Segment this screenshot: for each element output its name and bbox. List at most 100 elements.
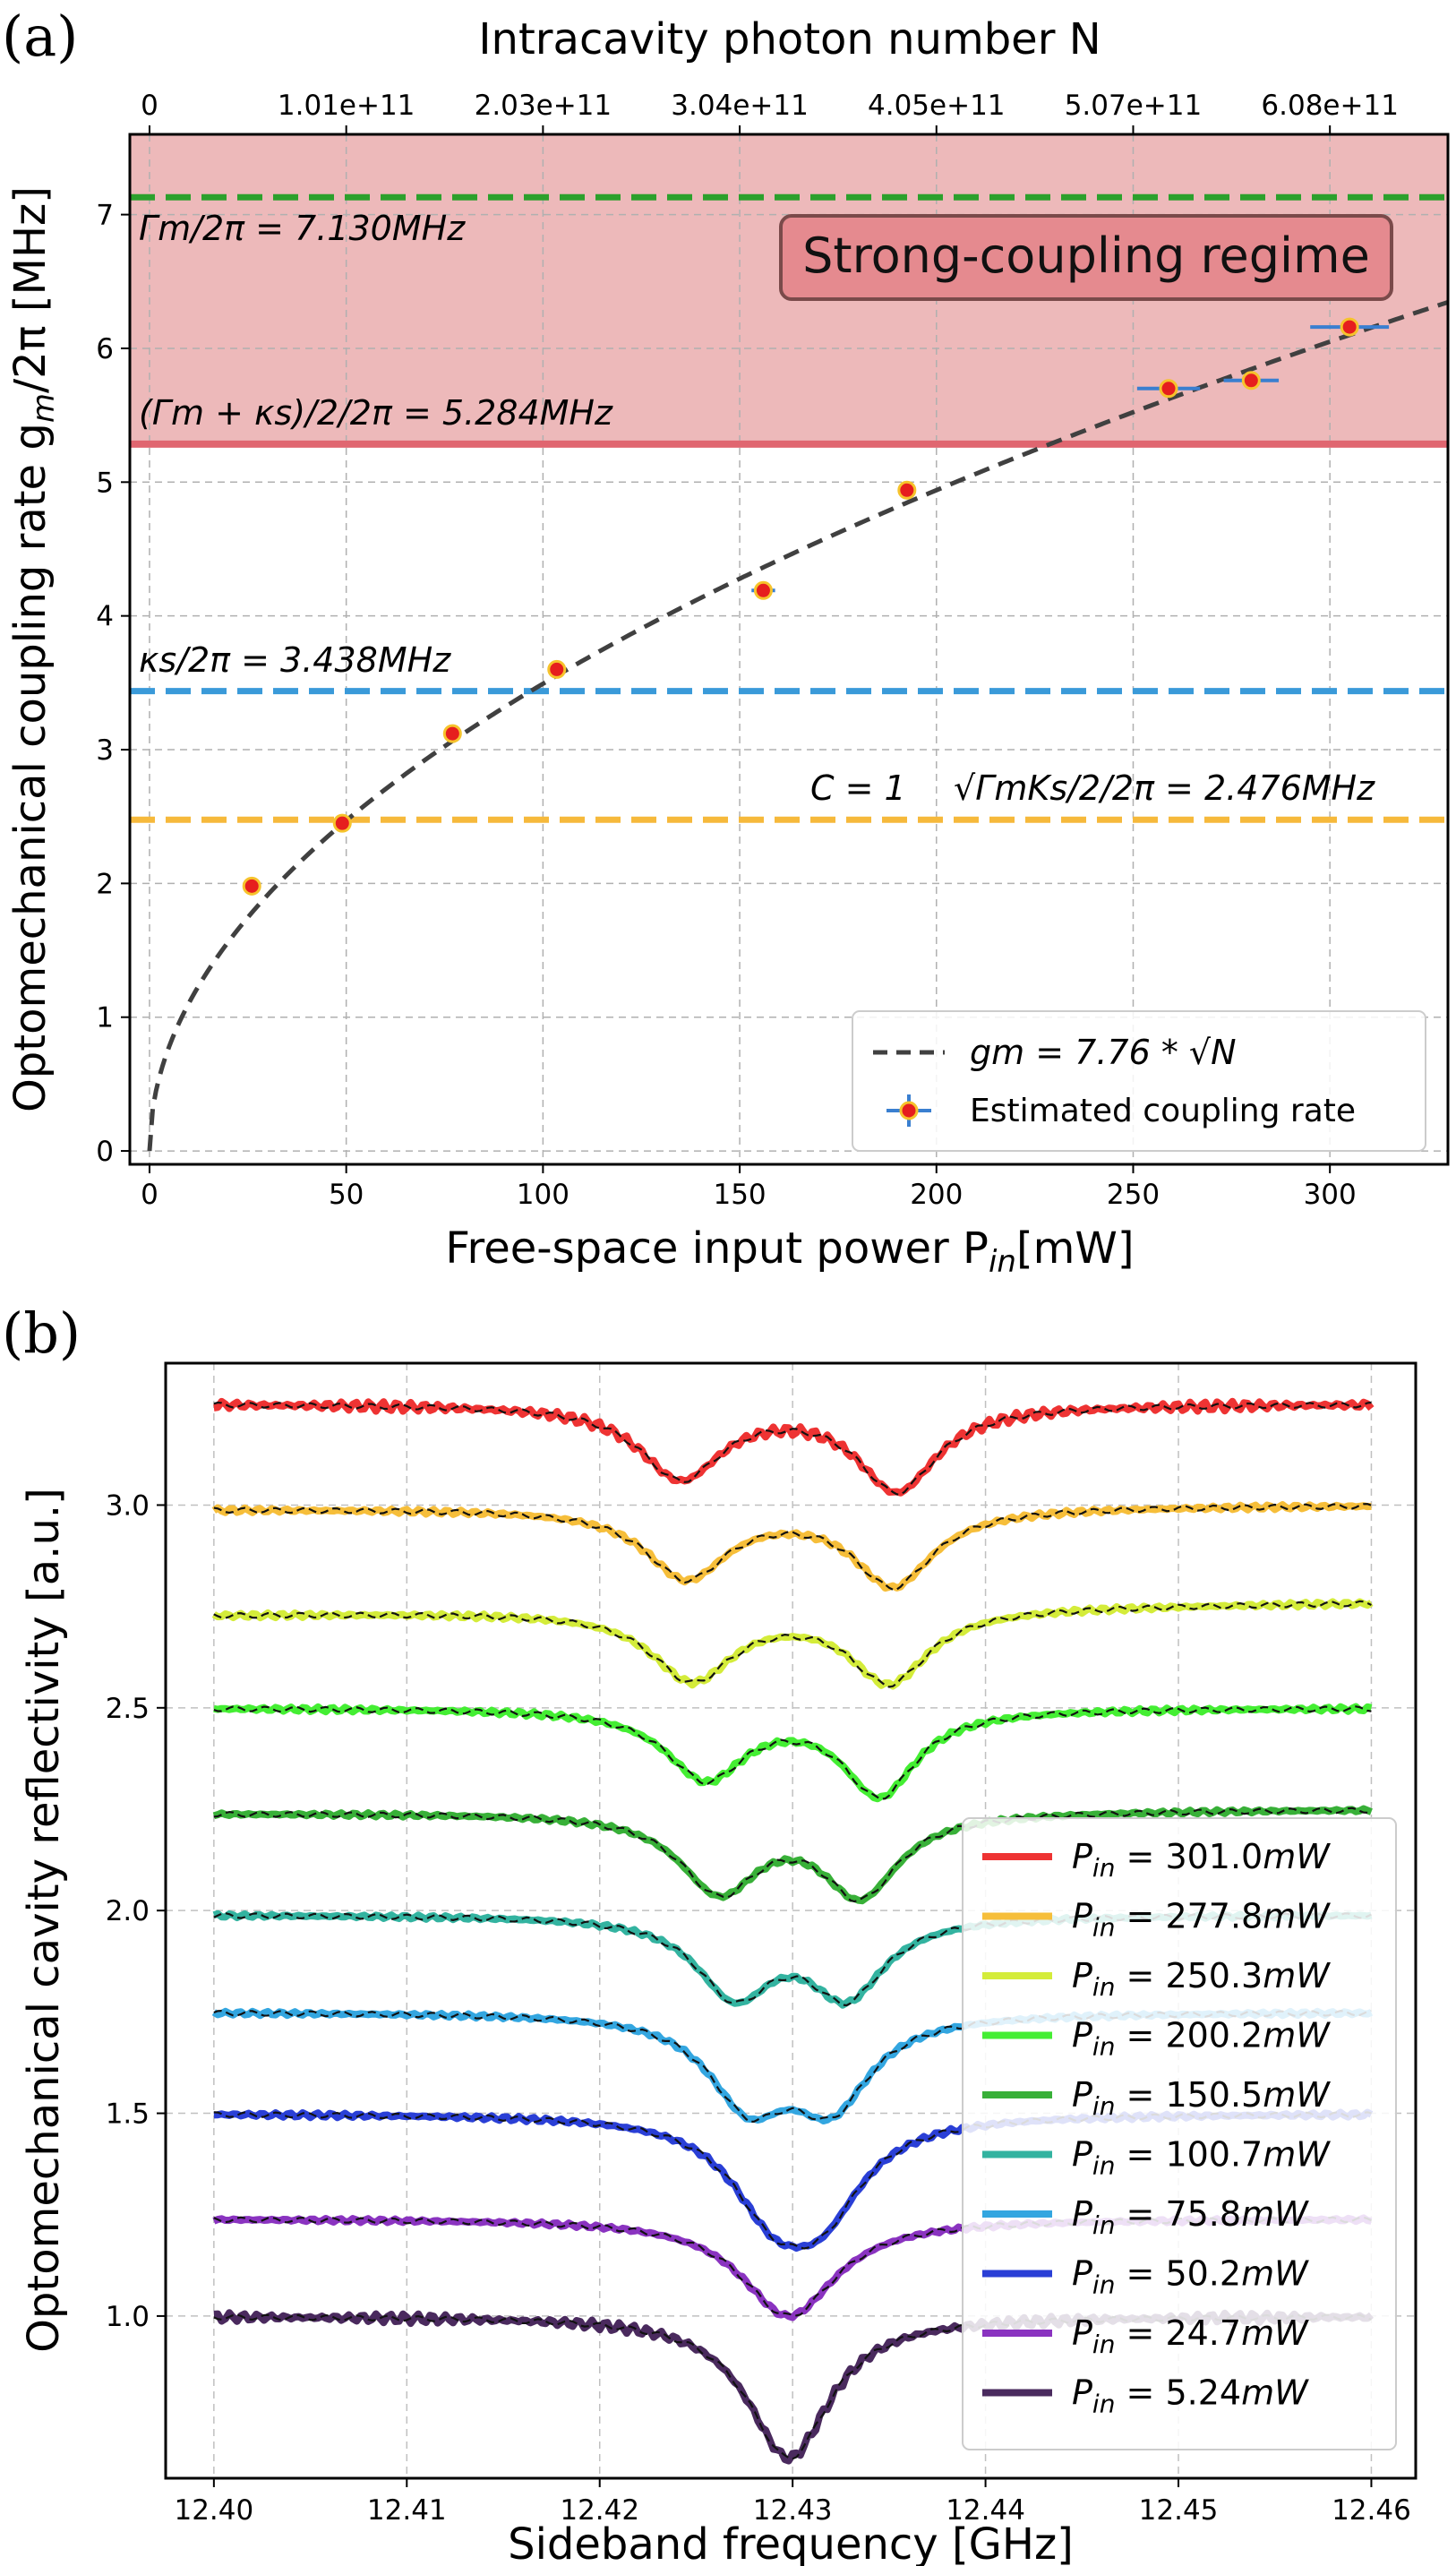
- data-point-2: [442, 724, 462, 743]
- legend-label-value: = 200.2: [1115, 2016, 1263, 2055]
- legend-label-sub: in: [1092, 2330, 1116, 2359]
- legend-label-main: P: [1072, 1897, 1092, 1936]
- panel-b-x-title: Sideband frequency [GHz]: [508, 2519, 1074, 2566]
- series-fit-2: [213, 1600, 1372, 1688]
- kappa-s-annotation: κs/2π = 3.438MHz: [139, 640, 451, 680]
- panel-a-x-title-main: Free-space input power P: [445, 1223, 989, 1274]
- panel-a-y-title: Optomechanical coupling rate gm/2π [MHz]: [5, 186, 62, 1112]
- legend-label-unit: mW: [1263, 1897, 1331, 1936]
- x-tick-label: 12.46: [1332, 2494, 1411, 2527]
- panel-a-top-ticks: 0 1.01e+11 2.03e+11 3.04e+11 4.05e+11 5.07e+1…: [141, 90, 1399, 134]
- y-tick-label: 2: [96, 868, 114, 900]
- legend-label-main: P: [1072, 2313, 1092, 2353]
- series-fit-0: [213, 1401, 1372, 1496]
- legend-label-8: Pin = 24.7mW: [1072, 2313, 1309, 2359]
- legend-label-unit: mW: [1263, 2135, 1331, 2175]
- series-curve-0: [213, 1397, 1375, 1497]
- x-tick-label: 150: [713, 1179, 766, 1211]
- panel-a-data-points: [242, 317, 1390, 896]
- legend-label-value: = 301.0: [1115, 1837, 1263, 1876]
- series-fit-1: [213, 1503, 1372, 1591]
- series-curve-1: [211, 1501, 1372, 1592]
- top-tick-label: 1.01e+11: [278, 90, 415, 122]
- legend-label-unit: mW: [1241, 2194, 1309, 2234]
- y-tick-label: 7: [96, 200, 114, 232]
- top-tick-label: 2.03e+11: [475, 90, 612, 122]
- data-point-7: [1241, 371, 1261, 390]
- y-tick-label: 3: [96, 734, 114, 767]
- top-tick-label: 3.04e+11: [671, 90, 809, 122]
- panel-a-legend: gm = 7.76 * √N Estimated coupling rate: [852, 1010, 1426, 1152]
- data-point-3: [547, 659, 567, 679]
- panel-a: (a) Intracavity photon number N 0 50 100 15…: [2, 4, 1450, 1280]
- legend-label-value: = 250.3: [1115, 1956, 1263, 1995]
- legend-label-value: = 5.24: [1115, 2373, 1241, 2413]
- legend-label-unit: mW: [1241, 2373, 1309, 2413]
- x-tick-label: 250: [1107, 1179, 1160, 1211]
- y-tick-label: 1.5: [106, 2098, 150, 2131]
- legend-label-main: P: [1072, 1837, 1092, 1876]
- legend-label-unit: mW: [1263, 2016, 1331, 2055]
- legend-label-value: = 150.5: [1115, 2075, 1263, 2115]
- panel-b-frame: [164, 1361, 1417, 2480]
- top-tick-label: 6.08e+11: [1261, 90, 1399, 122]
- data-point-6: [1159, 379, 1178, 399]
- legend-label-5: Pin = 100.7mW: [1072, 2135, 1331, 2181]
- data-point-8: [1340, 317, 1359, 337]
- panel-b-label: (b): [2, 1300, 81, 1366]
- y-tick-label: 3.0: [106, 1489, 150, 1522]
- x-tick-label: 12.44: [946, 2494, 1025, 2527]
- data-point-5: [897, 480, 917, 500]
- legend-label-6: Pin = 75.8mW: [1072, 2194, 1309, 2240]
- x-tick-label: 100: [517, 1179, 570, 1211]
- panel-a-label: (a): [2, 4, 78, 69]
- y-tick-label: 6: [96, 333, 114, 365]
- legend-label-9: Pin = 5.24mW: [1072, 2373, 1309, 2419]
- x-tick-label: 12.45: [1139, 2494, 1219, 2527]
- panel-a-x-title-sub: in: [989, 1244, 1016, 1280]
- legend-label-main: P: [1072, 2075, 1092, 2115]
- legend-label-sub: in: [1092, 1972, 1116, 2002]
- y-tick-label: 2.5: [106, 1693, 150, 1725]
- legend-label-unit: mW: [1263, 1837, 1331, 1876]
- regime-label: Strong-coupling regime: [802, 227, 1370, 284]
- series-fit-6: [213, 2009, 1372, 2123]
- panel-a-y-title-main: Optomechanical coupling rate g: [5, 423, 56, 1112]
- panel-b: (b) 12.40 12.41 12.42 12.43 12.44 12.45 12.46 …: [2, 1300, 1417, 2566]
- top-axis-title-text: Intracavity photon number N: [478, 14, 1101, 64]
- x-tick-label: 300: [1304, 1179, 1357, 1211]
- panel-a-x-title-unit: [mW]: [1016, 1223, 1135, 1274]
- panel-a-y-title-sub: m: [26, 393, 62, 423]
- legend-label-1: Pin = 277.8mW: [1072, 1897, 1331, 1943]
- x-tick-label: 12.42: [560, 2494, 639, 2527]
- top-tick-label: 0: [141, 90, 158, 122]
- legend-label-value: = 24.7: [1115, 2313, 1241, 2353]
- legend-label-sub: in: [1092, 2270, 1116, 2300]
- panel-a-frame: [128, 133, 1450, 1166]
- panel-b-y-title: Optomechanical cavity reflectivity [a.u.…: [19, 1488, 69, 2353]
- legend-label-value: = 50.2: [1115, 2254, 1241, 2294]
- legend-label-sub: in: [1092, 2390, 1116, 2419]
- series-curve-2: [211, 1598, 1374, 1690]
- top-axis-title: Intracavity photon number N: [478, 14, 1101, 64]
- y-tick-label: 0: [96, 1136, 114, 1168]
- panel-a-legend-box: [852, 1010, 1426, 1152]
- legend-label-main: P: [1072, 2135, 1092, 2175]
- legend-label-7: Pin = 50.2mW: [1072, 2254, 1309, 2300]
- x-tick-label: 12.41: [367, 2494, 447, 2527]
- regime-box: [779, 214, 1393, 301]
- gamma-m-annotation: Γm/2π = 7.130MHz: [139, 209, 466, 248]
- legend-label-4: Pin = 150.5mW: [1072, 2075, 1331, 2121]
- legend-label-unit: mW: [1241, 2313, 1309, 2353]
- y-tick-label: 2.0: [106, 1895, 150, 1927]
- legend-label-value: = 277.8: [1115, 1897, 1263, 1936]
- legend-label-main: P: [1072, 2016, 1092, 2055]
- panel-a-fit-curve: [147, 300, 1449, 1152]
- data-point-4: [753, 580, 773, 600]
- legend-label-main: P: [1072, 2373, 1092, 2413]
- x-tick-label: 12.43: [753, 2494, 833, 2527]
- panel-a-x-ticks: 0 50 100 150 200 250 300: [141, 1164, 1357, 1211]
- series-fit-4: [213, 1806, 1372, 1903]
- legend-label-sub: in: [1092, 1913, 1116, 1943]
